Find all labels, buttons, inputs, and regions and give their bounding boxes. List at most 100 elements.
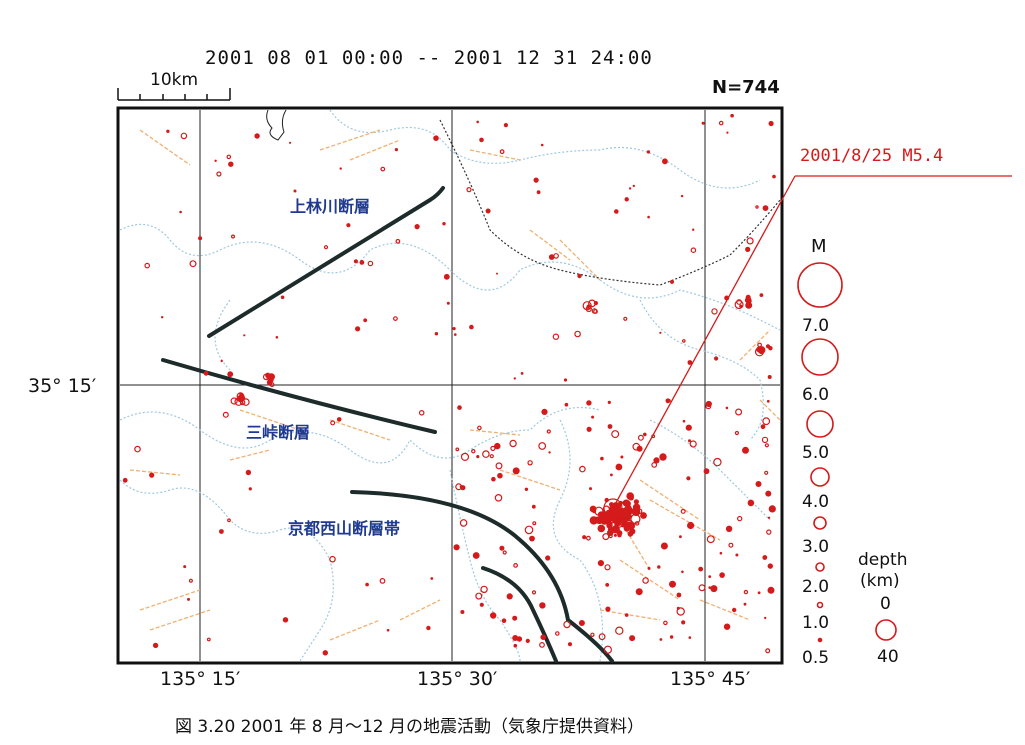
- epicenter: [734, 300, 744, 310]
- epicenter: [203, 370, 209, 376]
- epicenter: [735, 408, 743, 416]
- epicenter: [477, 425, 482, 431]
- epicenter: [245, 469, 252, 476]
- epicenter: [602, 505, 610, 513]
- epicenter: [633, 499, 640, 505]
- epicenter: [239, 393, 244, 397]
- epicenter: [743, 602, 747, 606]
- epicenter: [578, 620, 585, 626]
- epicenter: [637, 434, 644, 441]
- epicenter: [365, 582, 369, 587]
- epicenter: [603, 645, 613, 654]
- epicenter: [548, 254, 555, 260]
- epicenter: [759, 293, 764, 297]
- epicenter: [762, 205, 769, 212]
- legend-m7: [797, 262, 843, 308]
- epicenter: [657, 565, 661, 569]
- epicenter: [592, 509, 597, 514]
- epicenter: [737, 515, 743, 522]
- epicenter: [426, 625, 431, 631]
- epicenter: [713, 457, 722, 467]
- magnitude-legend: [797, 262, 843, 643]
- epicenter: [647, 215, 650, 219]
- epicenter: [395, 238, 401, 244]
- epicenter: [414, 224, 420, 230]
- epicenter: [490, 612, 497, 619]
- epicenter: [586, 535, 591, 541]
- epicenter: [636, 508, 643, 515]
- epicenter: [597, 560, 605, 567]
- epicenter: [659, 453, 667, 461]
- epicenter: [670, 279, 674, 284]
- epicenter: [564, 402, 569, 407]
- epicenter: [524, 525, 534, 535]
- epicenter: [586, 426, 592, 432]
- epicenter: [768, 346, 773, 351]
- epicenter: [512, 467, 520, 475]
- epicenter: [743, 589, 749, 595]
- epicenter: [248, 487, 252, 491]
- epicenter: [765, 490, 772, 497]
- lat-label: 35° 15′: [28, 375, 97, 397]
- epicenter: [379, 578, 386, 584]
- epicenter: [767, 375, 772, 379]
- epicenter: [459, 485, 463, 489]
- epicenter: [597, 524, 606, 533]
- epicenter: [471, 449, 476, 454]
- epicenter: [742, 446, 749, 454]
- legend-label-5: 5.0: [802, 443, 830, 463]
- legend-label-1: 1.0: [802, 613, 830, 633]
- epicenter: [736, 299, 742, 305]
- epicenter: [768, 505, 776, 513]
- epicenter: [611, 525, 620, 534]
- scale-label: 10km: [150, 70, 199, 90]
- epicenter: [600, 516, 609, 525]
- epicenter: [254, 133, 260, 139]
- legend-label-2: 2.0: [802, 577, 830, 597]
- epicenter: [755, 481, 762, 487]
- epicenter: [359, 260, 365, 265]
- epicenter: [179, 210, 182, 214]
- fault-mitoge: [161, 358, 437, 434]
- epicenter: [600, 456, 604, 461]
- epicenter: [615, 502, 622, 509]
- epicenter: [524, 487, 529, 491]
- epicenter: [243, 334, 246, 337]
- epicenter: [548, 451, 551, 454]
- legend-label-3: 3.0: [802, 537, 830, 557]
- epicenter: [480, 585, 488, 594]
- epicenter: [630, 513, 641, 525]
- epicenter: [219, 529, 224, 534]
- epicenter: [628, 187, 632, 190]
- epicenter: [623, 316, 628, 321]
- epicenter: [161, 316, 164, 319]
- legend-m6: [801, 338, 839, 376]
- epicenter: [499, 545, 505, 551]
- epicenter: [719, 551, 723, 555]
- epicenter: [520, 372, 524, 375]
- epicenter: [582, 535, 587, 540]
- epicenter: [494, 493, 503, 502]
- epicenter: [745, 301, 752, 308]
- epicenter: [339, 167, 342, 170]
- epicenter: [632, 184, 635, 188]
- epicenter: [227, 371, 234, 378]
- epicenter: [768, 120, 774, 127]
- epicenter: [698, 566, 704, 572]
- epicenter: [766, 529, 772, 535]
- epicenter: [577, 273, 582, 279]
- epicenter: [636, 445, 643, 452]
- fault-traces: [161, 186, 614, 663]
- epicenter: [676, 592, 682, 598]
- epicenter: [762, 555, 768, 560]
- epicenter: [725, 406, 729, 410]
- epicenter: [509, 439, 517, 448]
- epicenter: [183, 565, 187, 569]
- epicenter: [616, 519, 620, 524]
- epicenter: [620, 455, 624, 459]
- figure-caption: 図 3.20 2001 年 8 月～12 月の地震活動（気象庁提供資料）: [175, 717, 644, 737]
- epicenter: [506, 593, 513, 600]
- epicenter: [622, 499, 631, 507]
- epicenter: [607, 400, 611, 404]
